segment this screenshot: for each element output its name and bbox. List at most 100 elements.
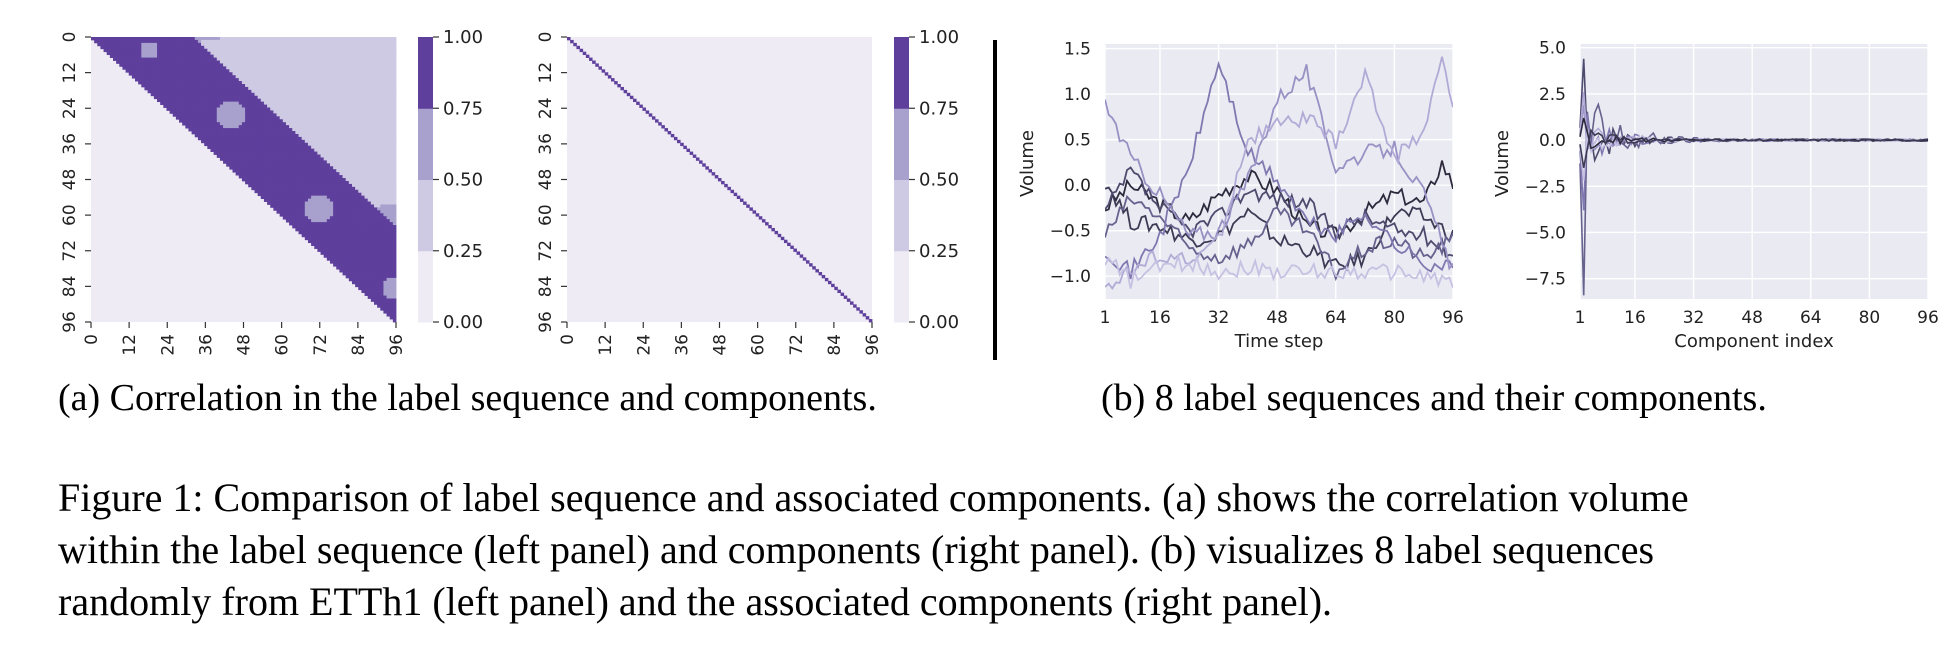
heatmap-cell	[216, 72, 221, 76]
heatmap-cell	[345, 274, 350, 279]
heatmap-cell	[370, 239, 375, 244]
y-tick-label: 1.0	[1064, 85, 1091, 105]
heatmap-cell	[320, 148, 325, 152]
heatmap-cell	[326, 42, 331, 47]
heatmap-cell	[380, 119, 384, 123]
heatmap-cell	[263, 169, 268, 173]
heatmap-cell	[358, 266, 362, 270]
heatmap-cell	[367, 260, 372, 264]
heatmap-cell	[373, 274, 378, 279]
heatmap-cell	[670, 133, 675, 138]
heatmap-cell	[364, 89, 369, 94]
heatmap-cell	[317, 133, 321, 138]
heatmap-cell	[100, 37, 104, 41]
heatmap-cell	[289, 86, 293, 91]
heatmap-cell	[345, 48, 350, 53]
heatmap-cell	[267, 57, 271, 61]
heatmap-cell	[614, 81, 618, 85]
heatmap-cell	[370, 189, 375, 194]
heatmap-cell	[141, 42, 145, 47]
heatmap-cell	[229, 45, 233, 50]
heatmap-cell	[380, 75, 384, 79]
heatmap-cell	[216, 139, 221, 144]
heatmap-cell	[348, 57, 353, 61]
heatmap-cell	[364, 54, 369, 58]
heatmap-cell	[377, 69, 381, 73]
heatmap-cell	[780, 236, 785, 241]
heatmap-cell	[188, 89, 193, 94]
heatmap-cell	[361, 128, 365, 132]
heatmap-cell	[289, 210, 293, 214]
heatmap-cell	[342, 186, 347, 191]
heatmap-cell	[367, 63, 372, 67]
heatmap-cell	[254, 39, 259, 44]
heatmap-cell	[260, 48, 265, 53]
heatmap-cell	[216, 78, 221, 82]
heatmap-cell	[317, 139, 321, 144]
heatmap-cell	[339, 183, 343, 188]
heatmap-cell	[226, 54, 230, 58]
heatmap-cell	[383, 260, 387, 264]
heatmap-cell	[392, 78, 397, 82]
heatmap-cell	[175, 92, 180, 97]
heatmap-cell	[386, 125, 391, 129]
heatmap-cell	[97, 37, 101, 41]
heatmap-cell	[267, 128, 271, 132]
heatmap-cell	[301, 37, 306, 41]
heatmap-cell	[279, 63, 284, 67]
heatmap-cell	[219, 54, 224, 58]
heatmap-cell	[367, 51, 372, 56]
heatmap-cell	[289, 89, 293, 94]
heatmap-cell	[358, 63, 362, 67]
heatmap-cell	[307, 239, 312, 244]
heatmap-cell	[282, 101, 287, 105]
heatmap-cell	[686, 148, 691, 152]
heatmap-cell	[345, 57, 350, 61]
heatmap-cell	[367, 122, 372, 126]
heatmap-cell	[377, 210, 381, 214]
heatmap-cell	[348, 60, 353, 64]
heatmap-cell	[273, 48, 277, 53]
heatmap-cell	[188, 37, 193, 41]
heatmap-cell	[367, 225, 372, 229]
heatmap-cell	[273, 116, 277, 120]
heatmap-cell	[370, 142, 375, 147]
heatmap-cell	[210, 48, 215, 53]
heatmap-cell	[348, 254, 353, 258]
heatmap-cell	[276, 81, 281, 85]
heatmap-cell	[383, 148, 387, 152]
heatmap-cell	[257, 81, 262, 85]
heatmap-cell	[223, 160, 227, 164]
heatmap-cell	[257, 104, 262, 108]
heatmap-cell	[289, 113, 293, 117]
heatmap-cell	[219, 119, 224, 123]
heatmap-cell	[364, 160, 369, 164]
heatmap-cell	[386, 283, 391, 288]
heatmap-cell	[386, 69, 391, 73]
heatmap-cell	[191, 116, 196, 120]
heatmap-cell	[138, 45, 142, 50]
heatmap-cell	[235, 166, 240, 170]
heatmap-cell	[191, 125, 196, 129]
heatmap-cell	[185, 95, 189, 100]
heatmap-cell	[307, 145, 312, 150]
heatmap-cell	[235, 42, 240, 47]
heatmap-cell	[311, 183, 315, 188]
heatmap-cell	[301, 125, 306, 129]
heatmap-cell	[273, 148, 277, 152]
heatmap-cell	[380, 251, 384, 255]
heatmap-cell	[279, 107, 284, 111]
heatmap-cell	[194, 84, 199, 88]
heatmap-cell	[307, 216, 312, 220]
heatmap-cell	[320, 204, 325, 208]
heatmap-cell	[292, 136, 296, 141]
heatmap-cell	[163, 75, 167, 79]
heatmap-cell	[383, 45, 387, 50]
heatmap-cell	[320, 163, 325, 167]
heatmap-cell	[311, 186, 315, 191]
heatmap-cell	[358, 157, 362, 161]
heatmap-cell	[348, 251, 353, 255]
heatmap-cell	[367, 57, 372, 61]
heatmap-cell	[191, 51, 196, 56]
heatmap-cell	[150, 39, 155, 44]
